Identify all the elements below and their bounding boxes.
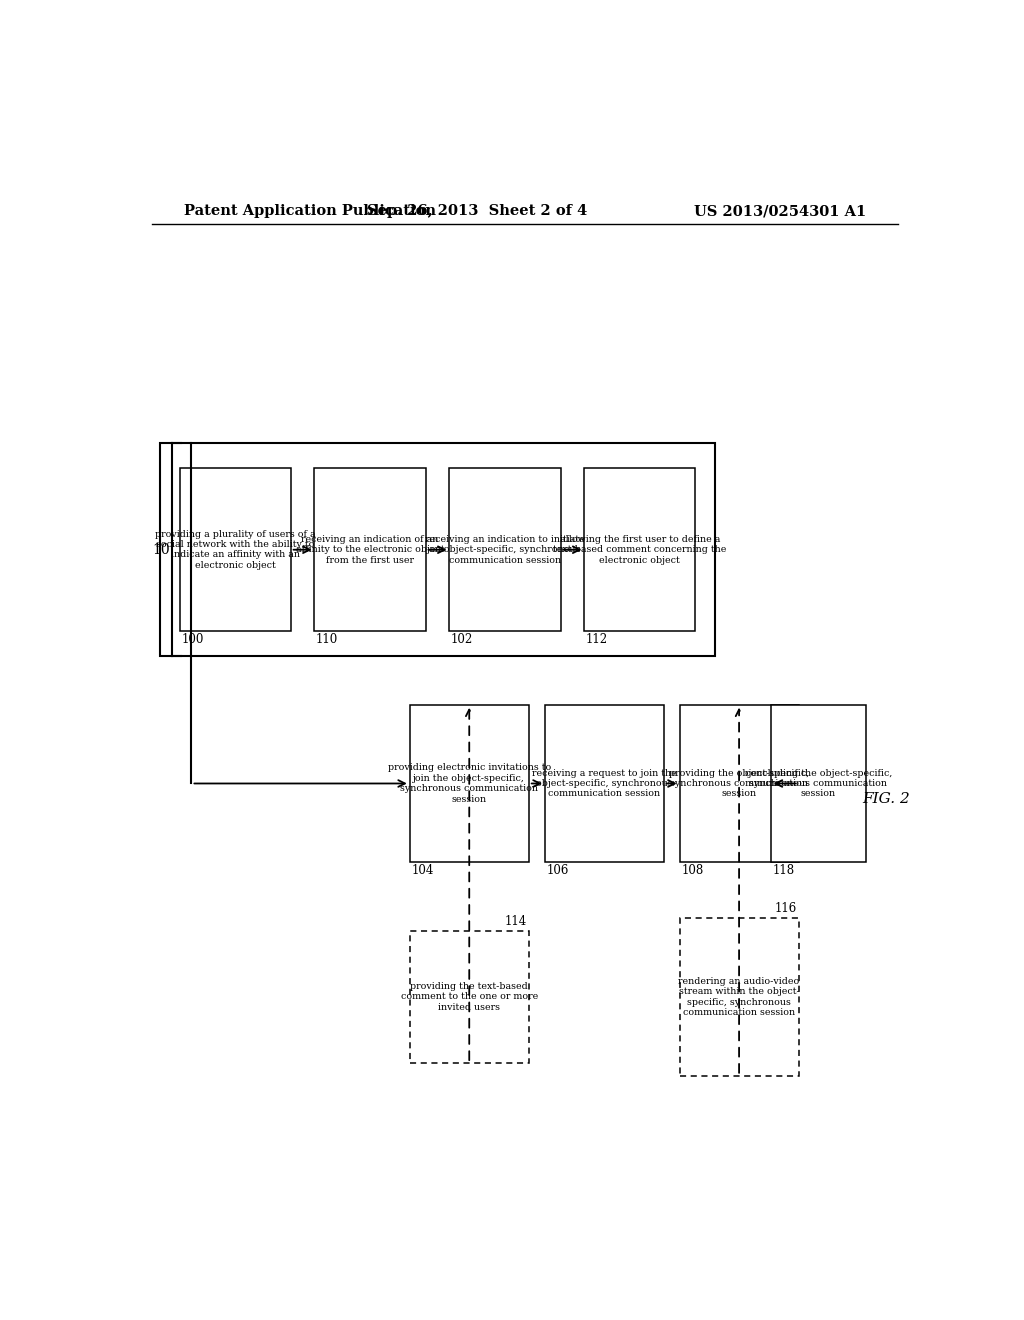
- FancyBboxPatch shape: [680, 919, 799, 1076]
- Text: concluding the object-specific,
synchronous communication
session: concluding the object-specific, synchron…: [744, 768, 892, 799]
- Text: 118: 118: [772, 865, 795, 878]
- Text: Patent Application Publication: Patent Application Publication: [183, 205, 435, 218]
- Text: allowing the first user to define a
text-based comment concerning the
electronic: allowing the first user to define a text…: [553, 535, 727, 565]
- FancyBboxPatch shape: [771, 705, 866, 862]
- Text: 108: 108: [681, 865, 703, 878]
- Text: 114: 114: [505, 915, 527, 928]
- Text: FIG. 2: FIG. 2: [862, 792, 909, 805]
- Text: providing a plurality of users of a
social network with the ability to
indicate : providing a plurality of users of a soci…: [155, 529, 315, 570]
- FancyBboxPatch shape: [585, 469, 695, 631]
- Text: providing electronic invitations to
join the object-specific,
synchronous commun: providing electronic invitations to join…: [388, 763, 551, 804]
- Text: US 2013/0254301 A1: US 2013/0254301 A1: [694, 205, 866, 218]
- Text: rendering an audio-video
stream within the object-
specific, synchronous
communi: rendering an audio-video stream within t…: [679, 977, 800, 1016]
- Text: 100: 100: [181, 634, 204, 645]
- FancyBboxPatch shape: [545, 705, 664, 862]
- FancyBboxPatch shape: [179, 469, 291, 631]
- Text: 110: 110: [316, 634, 338, 645]
- Text: receiving an indication of an
affinity to the electronic object
from the first u: receiving an indication of an affinity t…: [296, 535, 444, 565]
- FancyBboxPatch shape: [680, 705, 799, 862]
- FancyBboxPatch shape: [450, 469, 560, 631]
- Text: 112: 112: [586, 634, 608, 645]
- Text: 106: 106: [546, 865, 568, 878]
- Text: 104: 104: [412, 865, 434, 878]
- FancyBboxPatch shape: [410, 931, 528, 1063]
- Text: receiving an indication to initiate
an object-specific, synchronous
communicatio: receiving an indication to initiate an o…: [425, 535, 585, 565]
- Text: providing the object-specific,
synchronous communication
session: providing the object-specific, synchrono…: [669, 768, 809, 799]
- Text: providing the text-based
comment to the one or more
invited users: providing the text-based comment to the …: [400, 982, 538, 1012]
- FancyBboxPatch shape: [314, 469, 426, 631]
- Text: Sep. 26, 2013  Sheet 2 of 4: Sep. 26, 2013 Sheet 2 of 4: [367, 205, 588, 218]
- FancyBboxPatch shape: [410, 705, 528, 862]
- Text: 102: 102: [451, 634, 473, 645]
- Text: 10: 10: [153, 543, 170, 557]
- Text: receiving a request to join the
object-specific, synchronous
communication sessi: receiving a request to join the object-s…: [531, 768, 677, 799]
- Text: 116: 116: [775, 902, 797, 915]
